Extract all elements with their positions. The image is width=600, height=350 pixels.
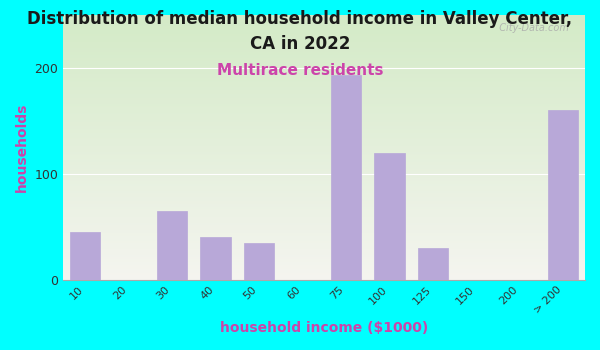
X-axis label: household income ($1000): household income ($1000) [220,321,428,335]
Bar [244,243,274,280]
Bar [548,110,578,280]
Text: City-Data.com: City-Data.com [493,23,569,33]
Y-axis label: households: households [15,103,29,192]
Bar [200,237,230,280]
Text: CA in 2022: CA in 2022 [250,35,350,53]
Bar [374,153,404,280]
Text: Multirace residents: Multirace residents [217,63,383,78]
Bar [418,248,448,280]
Bar [331,75,361,280]
Bar [157,211,187,280]
Bar [70,232,100,280]
Text: Distribution of median household income in Valley Center,: Distribution of median household income … [28,10,572,28]
